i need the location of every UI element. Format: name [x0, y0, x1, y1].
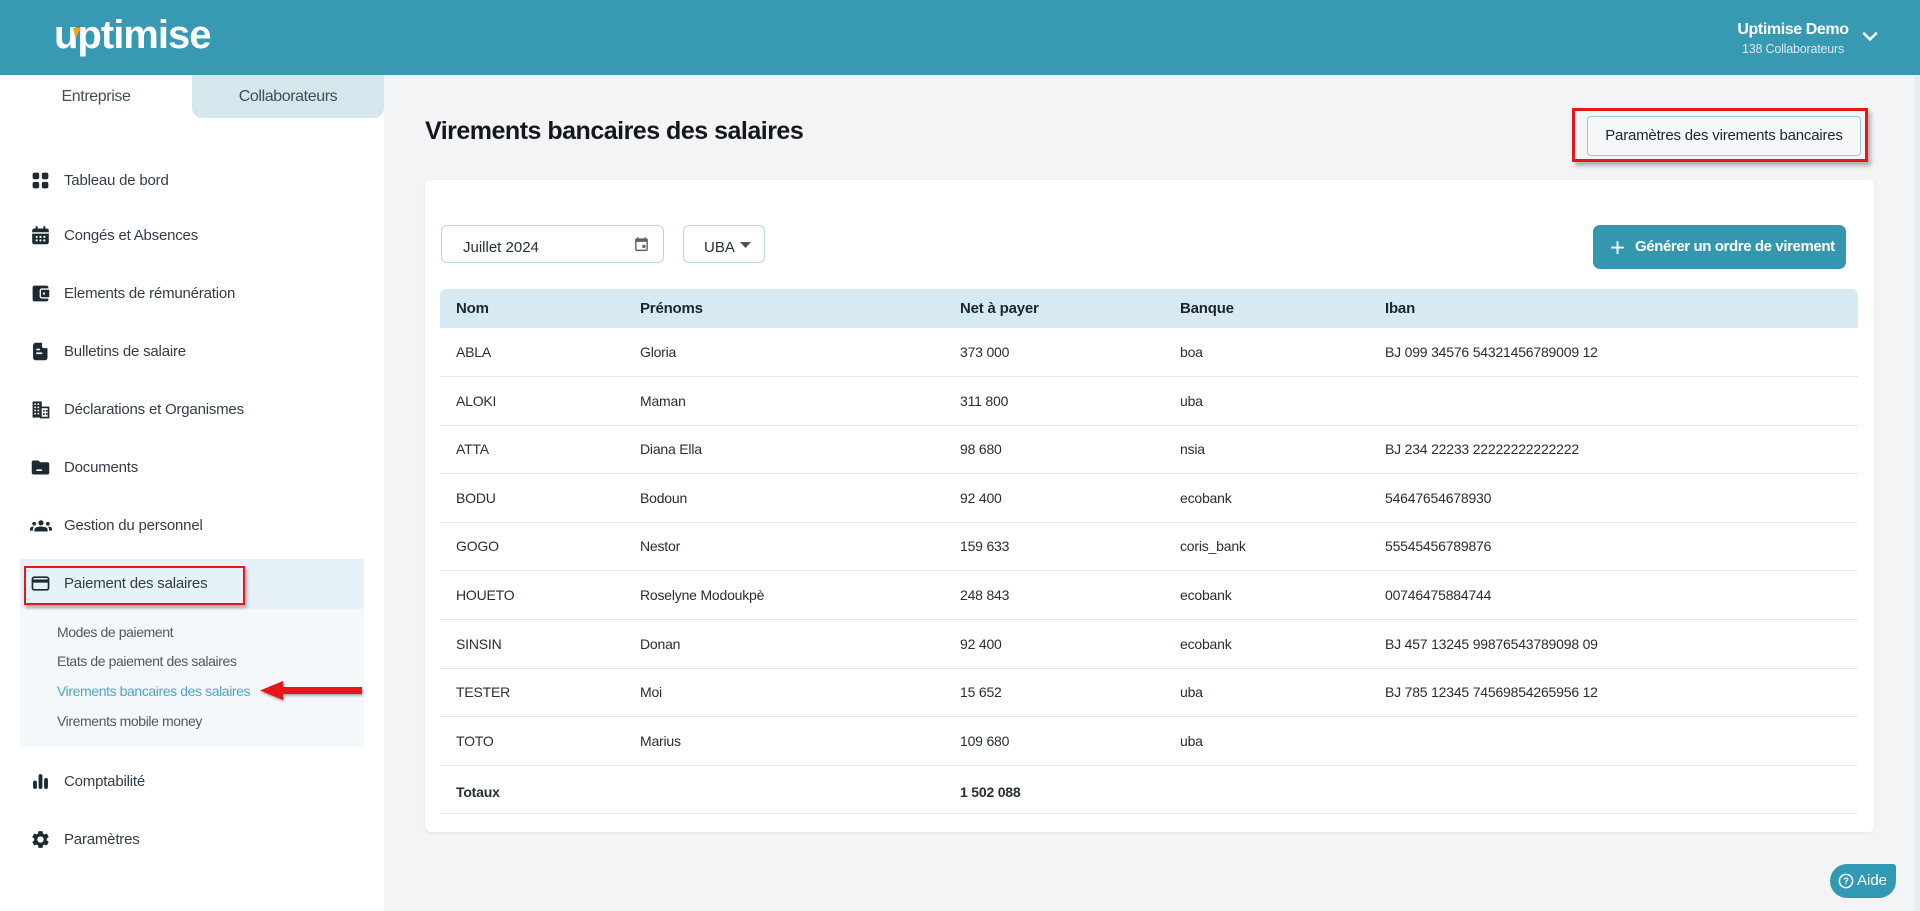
svg-text:?: ? — [1843, 876, 1849, 887]
